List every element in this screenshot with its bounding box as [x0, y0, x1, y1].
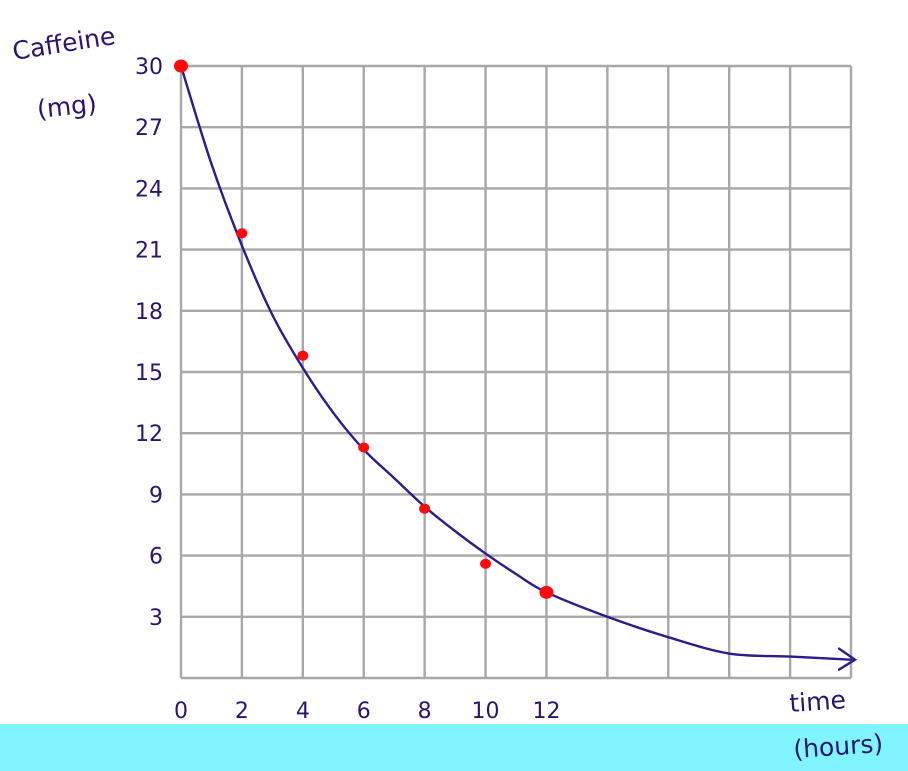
x-tick-label: 8 — [418, 699, 432, 724]
y-tick-label: 15 — [135, 361, 163, 386]
y-axis-unit: (mg) — [36, 89, 98, 124]
y-tick-label: 21 — [135, 239, 163, 264]
y-tick-label: 18 — [135, 300, 163, 325]
y-tick-label: 24 — [135, 177, 163, 202]
x-tick-label: 0 — [174, 699, 188, 724]
data-point — [174, 59, 188, 73]
data-point — [419, 503, 431, 514]
data-point — [539, 585, 554, 599]
x-axis-label: time — [788, 685, 846, 718]
x-tick-labels: 0 2 4 6 8 10 12 — [174, 699, 560, 724]
y-tick-label: 30 — [135, 55, 163, 80]
y-tick-label: 12 — [135, 422, 163, 447]
y-tick-labels: 3 6 9 12 15 18 21 24 27 30 — [135, 55, 163, 631]
data-point — [358, 442, 370, 453]
x-tick-label: 10 — [472, 699, 500, 724]
x-tick-label: 2 — [235, 699, 249, 724]
decay-curve — [179, 64, 853, 661]
x-tick-label: 12 — [532, 699, 560, 724]
y-tick-label: 3 — [149, 606, 163, 631]
y-tick-label: 9 — [149, 483, 163, 508]
data-point — [236, 228, 248, 239]
data-points — [174, 59, 554, 599]
axis-arrowhead — [837, 647, 858, 671]
x-tick-label: 6 — [357, 699, 371, 724]
data-point — [297, 350, 309, 361]
data-point — [480, 558, 492, 569]
grid — [179, 64, 853, 680]
y-tick-label: 27 — [135, 116, 163, 141]
x-tick-label: 4 — [296, 699, 310, 724]
x-axis-unit: (hours) — [792, 729, 884, 764]
y-tick-label: 6 — [149, 545, 163, 570]
bottom-band — [0, 724, 908, 771]
